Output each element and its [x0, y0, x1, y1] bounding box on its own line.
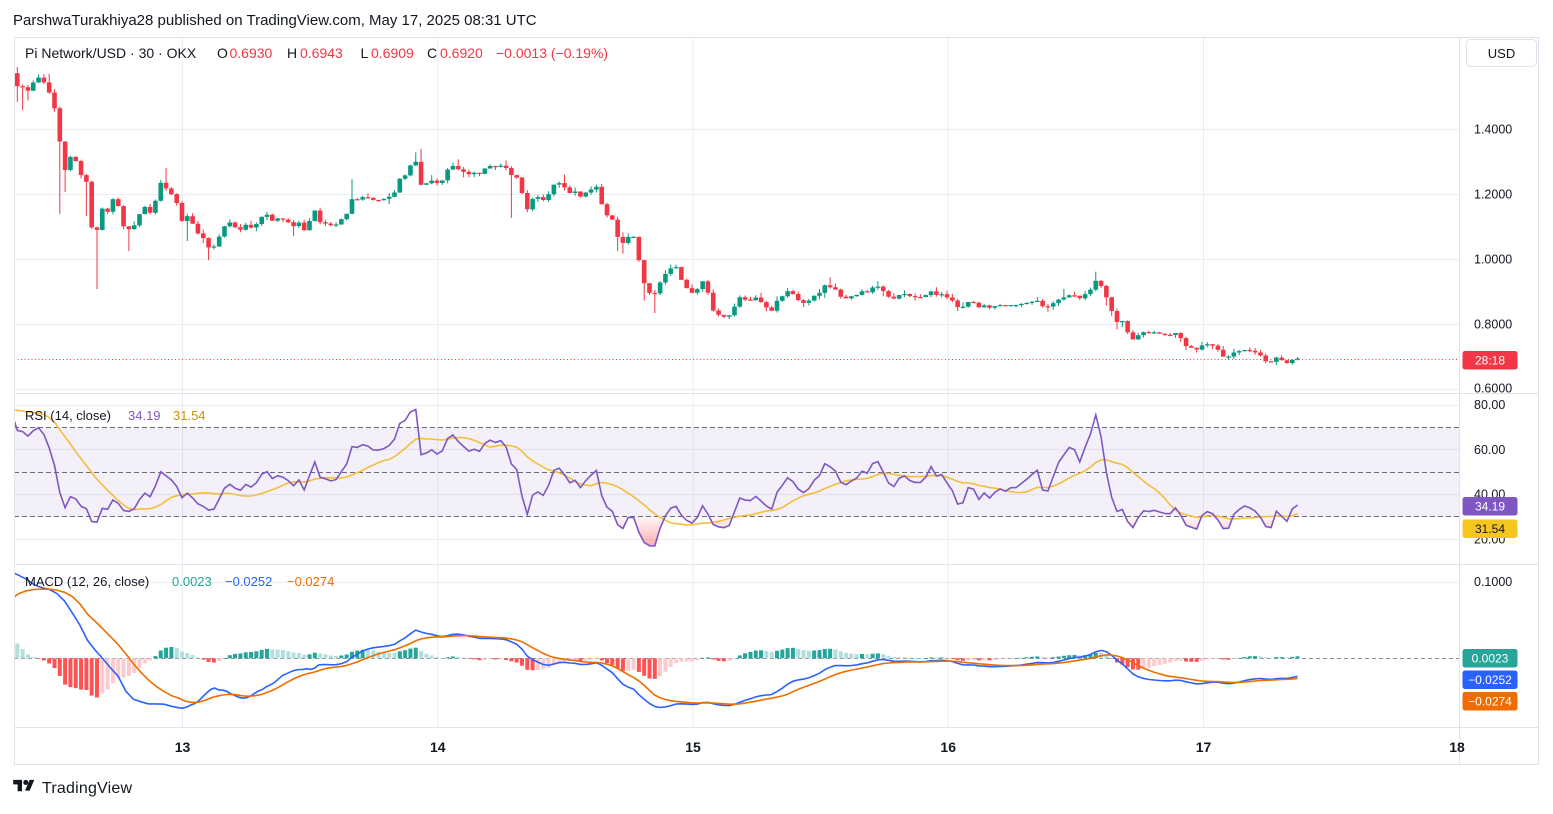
- svg-text:1.4000: 1.4000: [1474, 123, 1512, 137]
- svg-text:0.0023: 0.0023: [172, 574, 212, 589]
- svg-text:0.1000: 0.1000: [1474, 575, 1512, 589]
- svg-text:34.19: 34.19: [128, 408, 161, 423]
- svg-text:14: 14: [430, 739, 446, 755]
- svg-text:0.0023: 0.0023: [1472, 652, 1509, 666]
- svg-text:H: H: [287, 45, 297, 61]
- svg-text:18: 18: [1449, 739, 1465, 755]
- svg-text:TradingView: TradingView: [42, 780, 132, 797]
- svg-text:USD: USD: [1488, 46, 1515, 61]
- svg-text:−0.0013 (−0.19%): −0.0013 (−0.19%): [496, 45, 608, 61]
- svg-text:ParshwaTurakhiya28 published o: ParshwaTurakhiya28 published on TradingV…: [13, 12, 537, 29]
- svg-text:C: C: [427, 45, 437, 61]
- svg-text:MACD (12, 26, close): MACD (12, 26, close): [25, 574, 149, 589]
- svg-text:RSI (14, close): RSI (14, close): [25, 408, 111, 423]
- svg-text:0.6920: 0.6920: [440, 45, 483, 61]
- svg-text:80.00: 80.00: [1474, 398, 1505, 412]
- svg-text:Pi Network/USD · 30 · OKX: Pi Network/USD · 30 · OKX: [25, 45, 197, 61]
- svg-text:0.6943: 0.6943: [300, 45, 343, 61]
- svg-text:−0.0252: −0.0252: [225, 574, 272, 589]
- svg-text:28:18: 28:18: [1475, 353, 1505, 367]
- svg-text:1.0000: 1.0000: [1474, 253, 1512, 267]
- svg-text:0.6930: 0.6930: [230, 45, 273, 61]
- svg-text:13: 13: [175, 739, 191, 755]
- svg-text:34.19: 34.19: [1475, 499, 1505, 513]
- svg-text:0.8000: 0.8000: [1474, 318, 1512, 332]
- svg-text:0.6000: 0.6000: [1474, 382, 1512, 396]
- svg-text:O: O: [217, 45, 228, 61]
- svg-text:60.00: 60.00: [1474, 443, 1505, 457]
- svg-text:−0.0274: −0.0274: [1468, 695, 1512, 709]
- svg-text:16: 16: [940, 739, 956, 755]
- svg-text:−0.0252: −0.0252: [1468, 673, 1512, 687]
- svg-text:31.54: 31.54: [173, 408, 206, 423]
- svg-text:17: 17: [1196, 739, 1212, 755]
- svg-text:L: L: [361, 45, 369, 61]
- svg-text:−0.0274: −0.0274: [287, 574, 334, 589]
- svg-text:15: 15: [685, 739, 701, 755]
- svg-text:31.54: 31.54: [1475, 522, 1505, 536]
- svg-text:1.2000: 1.2000: [1474, 188, 1512, 202]
- svg-text:0.6909: 0.6909: [371, 45, 414, 61]
